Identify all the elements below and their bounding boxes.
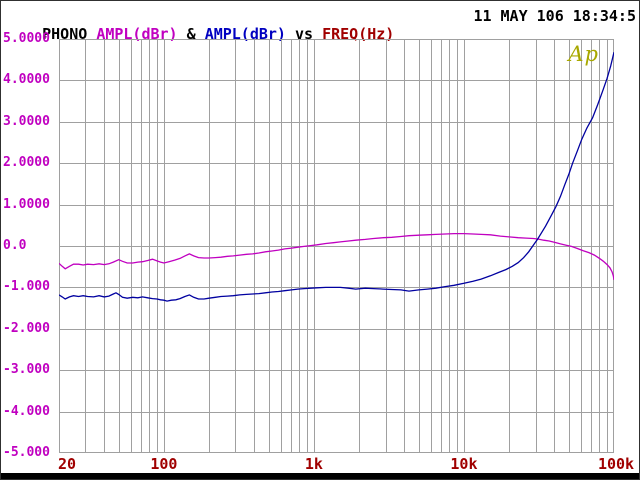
y-axis-tick-label: 2.0000 — [3, 155, 50, 171]
title-segment: FREQ(Hz) — [322, 25, 395, 43]
title-segment: & — [177, 25, 205, 43]
y-axis-tick-label: 1.0000 — [3, 196, 50, 212]
chart-header: PHONO AMPL(dBr) & AMPL(dBr) vs FREQ(Hz) … — [6, 7, 636, 43]
title-segment: vs — [285, 25, 323, 43]
x-axis-tick-label: 20 — [57, 455, 77, 473]
y-axis-tick-label: 4.0000 — [3, 72, 50, 88]
datetime-stamp: 11 MAY 106 18:34:5 — [473, 7, 636, 25]
y-axis-tick-label: -1.000 — [3, 279, 50, 295]
plot-area: Ap — [59, 39, 614, 453]
y-axis-tick-label: 0.0 — [3, 238, 27, 253]
x-axis-tick-label: 1k — [304, 455, 323, 473]
x-axis-tick-label: 10k — [450, 455, 478, 473]
y-axis-tick-label: -4.000 — [3, 403, 50, 419]
x-axis-tick-label: 100 — [150, 455, 178, 473]
chart-canvas — [59, 39, 614, 453]
chart-title: PHONO AMPL(dBr) & AMPL(dBr) vs FREQ(Hz) — [42, 25, 394, 43]
series-line-2 — [59, 52, 614, 302]
y-axis-tick-label: 5.0000 — [3, 31, 50, 46]
bottom-bar — [1, 473, 639, 479]
y-axis-tick-label: -2.000 — [3, 320, 50, 336]
y-axis-tick-label: -3.000 — [3, 362, 50, 378]
plot-frame — [59, 39, 614, 453]
y-axis-tick-label: -5.000 — [3, 445, 50, 460]
title-segment: AMPL(dBr) — [96, 25, 178, 43]
y-axis-tick-label: 3.0000 — [3, 113, 50, 129]
title-segment: PHONO — [42, 25, 97, 43]
title-segment: AMPL(dBr) — [204, 25, 286, 43]
series-line-1 — [59, 232, 614, 281]
audio-precision-logo: Ap — [568, 42, 599, 66]
x-axis-tick-label: 100k — [597, 455, 635, 473]
